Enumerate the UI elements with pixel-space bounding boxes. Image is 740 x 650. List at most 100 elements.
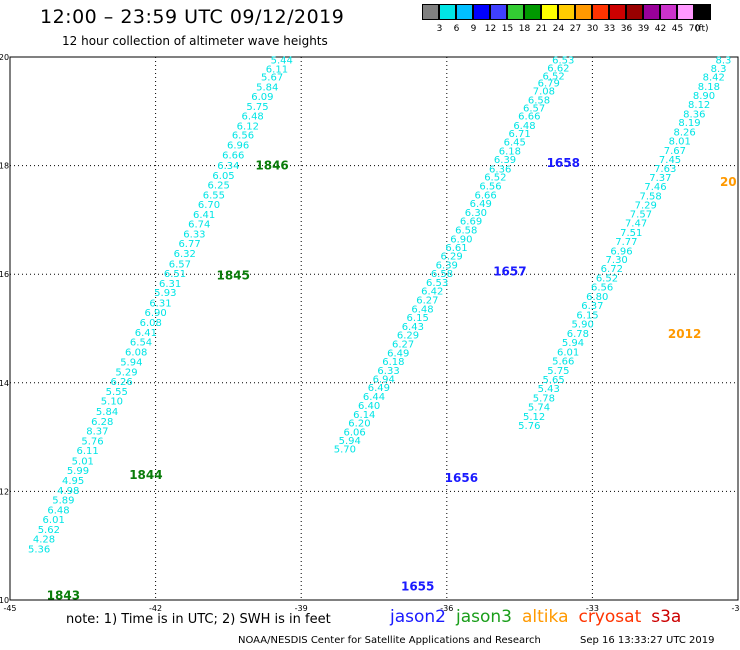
data-point-jason3: 6.34 [217, 161, 239, 172]
data-point-jason3: 6.66 [222, 151, 244, 162]
data-point-jason2: 6.49 [368, 383, 390, 394]
scale-swatch [626, 4, 643, 20]
data-point-jason3: 6.55 [203, 190, 225, 201]
data-point-altika: 7.77 [615, 237, 637, 248]
data-point-jason2: 6.33 [377, 366, 399, 377]
data-point-jason3: 5.67 [261, 73, 283, 84]
data-point-altika: 5.78 [533, 393, 555, 404]
y-tick-label: 14 [0, 379, 9, 388]
pass-time-label: 1843 [47, 589, 80, 603]
data-point-jason3: 6.25 [208, 181, 230, 192]
data-point-jason3: 5.93 [154, 288, 176, 299]
y-tick-label: 10 [0, 596, 9, 605]
data-point-altika: 7.57 [630, 209, 652, 220]
data-point-jason3: 6.31 [149, 298, 171, 309]
data-point-altika: 7.37 [649, 173, 671, 184]
data-point-jason3: 6.77 [178, 239, 200, 250]
data-point-jason2: 6.66 [518, 112, 540, 123]
data-point-jason2: 6.56 [479, 182, 501, 193]
data-point-jason3: 6.26 [110, 377, 132, 388]
data-point-jason2: 6.43 [402, 322, 424, 333]
data-point-jason3: 5.29 [115, 367, 137, 378]
scale-swatch [507, 4, 524, 20]
scale-label: 39 [637, 24, 650, 34]
page-title: 12:00 – 23:59 UTC 09/12/2019 [40, 6, 345, 28]
data-point-jason3: 6.11 [266, 64, 288, 75]
data-point-altika: 8.3 [711, 64, 727, 75]
data-point-jason3: 6.51 [164, 269, 186, 280]
data-point-altika: 5.75 [547, 366, 569, 377]
data-point-altika: 6.37 [581, 301, 603, 312]
data-point-jason2: 6.20 [348, 418, 370, 429]
pass-time-label: 1658 [547, 156, 580, 170]
data-point-altika: 5.65 [542, 375, 564, 386]
data-point-jason3: 6.96 [227, 140, 249, 151]
x-tick-label: -30 [731, 604, 740, 613]
x-tick-label: -33 [586, 604, 599, 613]
data-point-jason3: 6.48 [242, 112, 264, 123]
data-point-jason2: 6.49 [470, 199, 492, 210]
data-point-jason2: 6.52 [542, 71, 564, 82]
x-tick-label: -39 [295, 604, 308, 613]
scale-label: 12 [484, 24, 497, 34]
data-point-jason3: 5.36 [28, 544, 50, 555]
data-point-jason2: 6.62 [547, 63, 569, 74]
scale-label: 6 [453, 24, 460, 34]
data-point-jason2: 6.18 [499, 146, 521, 157]
credit-line: NOAA/NESDIS Center for Satellite Applica… [238, 635, 541, 646]
data-point-altika: 6.52 [596, 273, 618, 284]
data-point-jason2: 6.52 [484, 172, 506, 183]
data-point-altika: 7.46 [644, 182, 666, 193]
data-point-jason3: 6.74 [188, 220, 210, 231]
data-point-altika: 8.19 [678, 118, 700, 129]
x-tick-label: -42 [149, 604, 162, 613]
scale-swatch [524, 4, 541, 20]
data-point-jason3: 6.54 [130, 338, 152, 349]
data-point-altika: 8.01 [669, 137, 691, 148]
data-point-jason2: 6.57 [523, 103, 545, 114]
pass-time-label: 1655 [401, 579, 434, 593]
data-point-jason2: 6.53 [552, 56, 574, 67]
data-point-jason3: 8.37 [86, 427, 108, 438]
scale-label: 30 [586, 24, 599, 34]
data-point-jason3: 4.28 [33, 535, 55, 546]
data-point-jason2: 6.79 [538, 79, 560, 90]
data-point-jason2: 6.18 [382, 357, 404, 368]
data-point-jason3: 6.08 [140, 318, 162, 329]
data-point-altika: 5.94 [562, 338, 584, 349]
y-tick-label: 12 [0, 487, 9, 496]
data-point-jason3: 6.01 [43, 515, 65, 526]
footer-note: note: 1) Time is in UTC; 2) SWH is in fe… [66, 612, 331, 627]
data-point-jason3: 5.44 [271, 56, 293, 67]
data-point-altika: 7.30 [606, 255, 628, 266]
data-point-jason3: 6.56 [232, 131, 254, 142]
scale-label: 3 [436, 24, 443, 34]
scale-label: 18 [518, 24, 531, 34]
data-point-jason3: 6.90 [144, 308, 166, 319]
data-point-jason3: 6.48 [47, 505, 69, 516]
pass-time-label: 20 [720, 175, 737, 189]
data-point-altika: 8.12 [688, 100, 710, 111]
data-point-altika: 6.56 [591, 283, 613, 294]
data-point-jason2: 6.53 [426, 278, 448, 289]
data-point-jason3: 5.75 [246, 102, 268, 113]
scale-label: 15 [501, 24, 514, 34]
satellite-legend-jason3: jason3 [456, 607, 512, 627]
scale-swatch [592, 4, 609, 20]
data-point-jason3: 6.28 [91, 417, 113, 428]
scale-swatch [575, 4, 592, 20]
data-point-jason3: 6.70 [198, 200, 220, 211]
scale-label: 9 [470, 24, 477, 34]
scale-swatch [456, 4, 473, 20]
data-point-altika: 7.67 [664, 146, 686, 157]
data-point-jason3: 5.84 [96, 407, 118, 418]
data-point-jason2: 5.70 [334, 445, 356, 456]
data-point-jason2: 6.14 [353, 410, 375, 421]
scale-label: 70 [688, 24, 701, 34]
data-point-altika: 7.63 [654, 164, 676, 175]
y-tick-label: 18 [0, 162, 9, 171]
page-subtitle: 12 hour collection of altimeter wave hei… [62, 34, 328, 48]
data-point-jason3: 6.12 [237, 121, 259, 132]
data-point-jason3: 6.11 [77, 446, 99, 457]
